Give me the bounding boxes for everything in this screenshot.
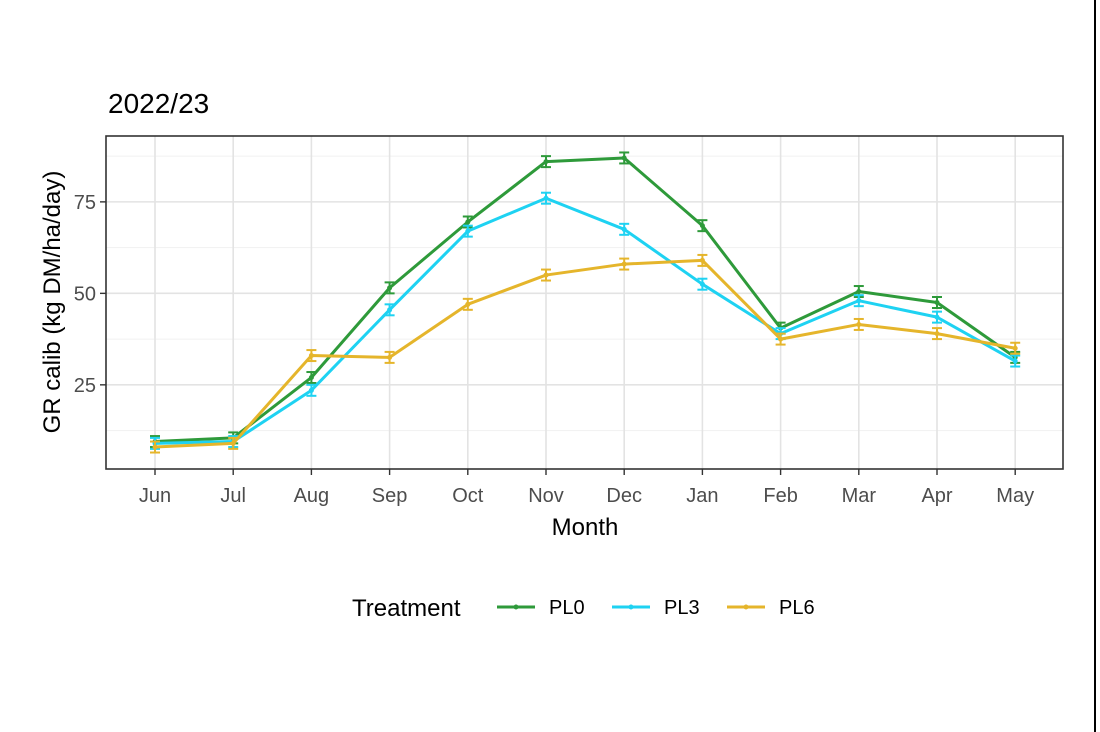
legend-marker xyxy=(628,604,634,610)
data-point xyxy=(934,331,940,337)
legend-marker xyxy=(743,604,749,610)
data-point xyxy=(387,307,393,313)
series-pl6 xyxy=(150,253,1021,454)
data-point xyxy=(543,159,549,165)
data-point xyxy=(308,375,314,381)
x-tick-label: Nov xyxy=(528,485,564,507)
x-axis: Jun Jul Aug Sep Oct Nov Dec Jan Feb Mar Apr May xyxy=(139,469,1034,507)
y-axis-title: GR calib (kg DM/ha/day) xyxy=(39,171,66,434)
legend-label: PL0 xyxy=(549,597,585,619)
x-tick-label: Feb xyxy=(763,485,797,507)
data-point xyxy=(1012,358,1018,364)
data-point xyxy=(465,219,471,225)
x-tick-label: Aug xyxy=(294,485,330,507)
x-tick-label: Jun xyxy=(139,485,171,507)
data-point xyxy=(856,289,862,295)
data-point xyxy=(778,336,784,342)
y-tick-label: 25 xyxy=(74,375,96,397)
data-point xyxy=(230,440,236,446)
data-point xyxy=(621,261,627,267)
series-line xyxy=(154,258,1016,449)
data-point xyxy=(699,257,705,263)
data-point xyxy=(934,300,940,305)
data-point xyxy=(699,281,705,287)
data-point xyxy=(699,223,705,229)
data-point xyxy=(387,285,393,291)
legend-label: PL6 xyxy=(779,597,815,619)
data-point xyxy=(465,228,471,234)
chart-title: 2022/23 xyxy=(108,88,209,119)
x-tick-label: May xyxy=(996,485,1034,507)
x-axis-title: Month xyxy=(552,514,619,541)
y-axis: 25 50 75 xyxy=(74,192,106,397)
frame-edge xyxy=(1094,0,1096,732)
x-tick-label: Oct xyxy=(452,485,484,507)
x-tick-label: Dec xyxy=(606,485,642,507)
x-tick-label: Apr xyxy=(921,485,952,507)
series-line xyxy=(154,156,1017,444)
legend-marker xyxy=(513,604,519,610)
legend-label: PL3 xyxy=(664,597,700,619)
data-point xyxy=(543,272,549,278)
data-point xyxy=(621,155,627,161)
x-tick-label: Sep xyxy=(372,485,408,507)
series-layer xyxy=(150,151,1021,454)
data-point xyxy=(543,195,549,201)
data-point xyxy=(934,314,940,320)
data-point xyxy=(152,444,158,450)
plot-background xyxy=(106,136,1063,469)
legend-title: Treatment xyxy=(352,595,461,622)
data-point xyxy=(856,298,862,304)
y-tick-label: 75 xyxy=(74,192,96,214)
data-point xyxy=(465,301,471,307)
y-tick-label: 50 xyxy=(74,283,96,305)
x-tick-label: Jan xyxy=(686,485,718,507)
x-tick-label: Jul xyxy=(220,485,246,507)
data-point xyxy=(856,321,862,327)
legend: Treatment PL0 PL3 PL6 xyxy=(352,595,815,622)
data-point xyxy=(1012,345,1018,351)
data-point xyxy=(387,354,393,360)
data-point xyxy=(308,353,314,359)
plot-border xyxy=(105,135,1064,470)
series-pl3 xyxy=(150,191,1021,450)
data-point xyxy=(621,226,627,232)
series-line xyxy=(154,196,1016,445)
data-point xyxy=(308,387,314,393)
x-tick-label: Mar xyxy=(842,485,877,507)
